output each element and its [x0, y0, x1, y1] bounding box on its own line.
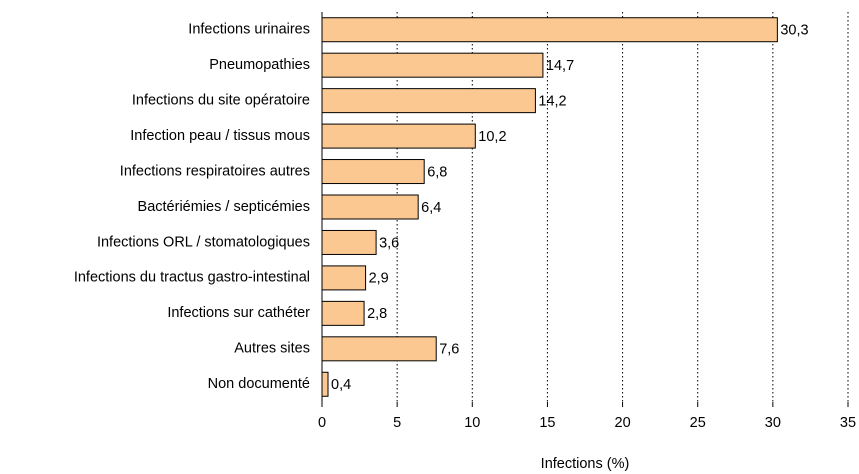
- y-tick-label: Infections sur cathéter: [167, 305, 310, 321]
- bar: [321, 123, 476, 149]
- x-tick-label: 15: [539, 415, 555, 431]
- bar: [321, 159, 425, 185]
- y-tick-label: Infections respiratoires autres: [120, 163, 310, 179]
- value-label: 10,2: [478, 129, 506, 145]
- value-label: 30,3: [780, 23, 808, 39]
- y-tick-label: Autres sites: [234, 341, 310, 357]
- bar: [321, 229, 377, 255]
- value-label: 3,6: [379, 235, 399, 251]
- y-tick-label: Infections du site opératoire: [132, 92, 310, 108]
- value-label: 6,8: [427, 164, 447, 180]
- bar: [321, 336, 437, 362]
- bar: [321, 371, 329, 397]
- y-tick-label: Infections du tractus gastro-intestinal: [74, 270, 310, 286]
- bar: [321, 52, 544, 78]
- y-tick-label: Infections ORL / stomatologiques: [97, 234, 310, 250]
- bar: [321, 194, 419, 220]
- value-label: 14,7: [546, 58, 574, 74]
- y-tick-label: Infections urinaires: [188, 22, 310, 38]
- value-label: 0,4: [331, 377, 351, 393]
- value-label: 6,4: [421, 200, 441, 216]
- x-tick-label: 30: [765, 415, 781, 431]
- y-tick-label: Non documenté: [208, 376, 310, 392]
- bar: [321, 17, 778, 43]
- bar: [321, 300, 365, 326]
- x-tick-label: 0: [318, 415, 326, 431]
- bar: [321, 88, 536, 114]
- x-tick-label: 20: [615, 415, 631, 431]
- x-tick-label: 5: [393, 415, 401, 431]
- y-tick-label: Bactériémies / septicémies: [138, 199, 310, 215]
- x-axis-label: Infections (%): [541, 456, 630, 472]
- y-tick-label: Pneumopathies: [209, 57, 310, 73]
- x-tick-label: 10: [464, 415, 480, 431]
- value-label: 2,8: [367, 306, 387, 322]
- y-tick-label: Infection peau / tissus mous: [130, 128, 310, 144]
- value-label: 2,9: [369, 271, 389, 287]
- bar: [321, 265, 367, 291]
- x-tick-label: 25: [690, 415, 706, 431]
- value-label: 14,2: [538, 93, 566, 109]
- value-label: 7,6: [439, 342, 459, 358]
- x-tick-label: 35: [840, 415, 856, 431]
